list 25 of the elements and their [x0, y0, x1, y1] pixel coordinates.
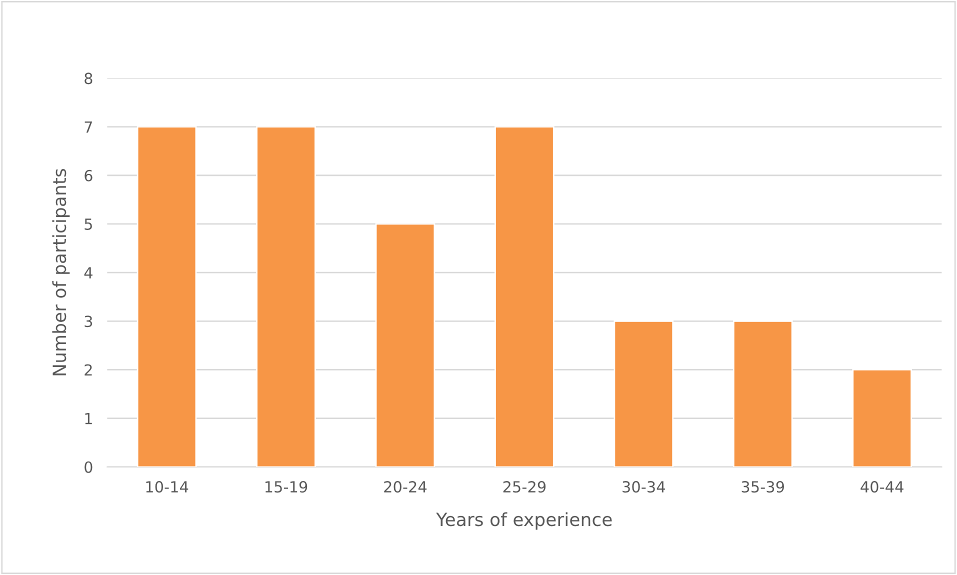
y-tick-label: 1: [85, 412, 92, 424]
x-tick-label: 30-34: [622, 481, 665, 493]
y-tick-label: 2: [84, 364, 92, 376]
x-tick-label: 35-39: [742, 481, 784, 493]
bar: [614, 320, 674, 467]
y-axis-title: Number of participants: [52, 169, 70, 376]
bar: [732, 320, 793, 467]
y-tick-label: 0: [84, 461, 92, 473]
x-tick-label: 20-24: [384, 481, 427, 493]
x-tick-label: 25-29: [503, 481, 546, 493]
x-tick-label: 40-44: [860, 481, 904, 493]
y-tick-label: 5: [84, 218, 92, 230]
x-axis-title: Years of experience: [436, 512, 612, 530]
x-tick-label: 15-19: [265, 481, 308, 493]
y-tick-label: 4: [84, 267, 92, 278]
y-tick-label: 3: [84, 316, 92, 328]
bar: [256, 126, 316, 467]
y-tick-label: 7: [84, 121, 92, 133]
y-tick-label: 8: [84, 72, 92, 84]
x-tick-label: 10-14: [146, 481, 188, 493]
y-tick-label: 6: [84, 170, 92, 182]
bar: [494, 126, 554, 467]
bar: [136, 126, 197, 467]
bar: [852, 369, 912, 467]
bar: [375, 223, 436, 467]
